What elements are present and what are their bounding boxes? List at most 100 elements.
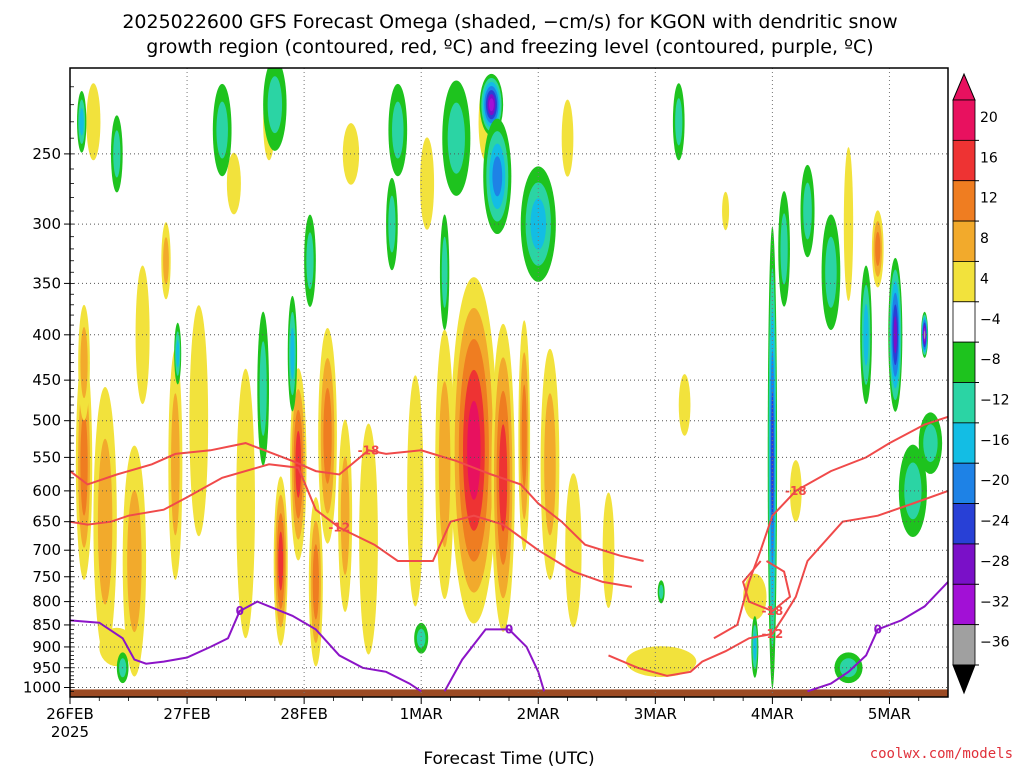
omega-cell <box>416 628 426 648</box>
y-tick-label: 900 <box>32 638 61 656</box>
freezing-contour-label: 0 <box>874 622 882 636</box>
y-tick-label: 1000 <box>23 678 61 696</box>
y-tick-label: 750 <box>32 568 61 586</box>
omega-cell <box>267 76 283 134</box>
freezing-contour <box>443 628 546 692</box>
colorbar-segment <box>952 261 976 303</box>
omega-cell <box>923 330 926 340</box>
x-tick-label: 3MAR <box>634 705 677 723</box>
omega-cell <box>80 327 88 399</box>
omega-cell <box>923 424 938 463</box>
y-tick-label: 300 <box>32 215 61 233</box>
freezing-contour <box>807 581 948 693</box>
omega-cell <box>602 492 615 608</box>
x-tick-label: 27FEB <box>163 705 210 723</box>
y-tick-label: 250 <box>32 145 61 163</box>
colorbar-segment <box>952 624 976 666</box>
x-tick-label: 5MAR <box>868 705 911 723</box>
y-tick-label: 400 <box>32 326 61 344</box>
chart-title-line1: 2025022600 GFS Forecast Omega (shaded, −… <box>122 11 897 33</box>
omega-cell <box>163 237 169 285</box>
plot-area: -12 -18 -12 -18 -18 0 0 0 <box>69 68 948 697</box>
omega-cell <box>290 327 295 380</box>
snow-growth-contour <box>608 489 948 677</box>
ground-strip <box>70 689 948 697</box>
colorbar-label: −4 <box>980 312 1001 328</box>
freezing-contour <box>70 600 422 693</box>
y-tick-label: 700 <box>32 541 61 559</box>
colorbar-label: −24 <box>980 514 1010 530</box>
omega-cell <box>771 391 774 524</box>
colorbar-segment <box>952 220 976 262</box>
colorbar-segment <box>952 139 976 182</box>
omega-cell <box>839 658 858 678</box>
omega-cell <box>544 393 556 536</box>
omega-cell <box>216 101 228 159</box>
x-tick-label: 1MAR <box>400 705 443 723</box>
colorbar-segment <box>952 462 976 504</box>
y-tick-label: 350 <box>32 274 61 292</box>
omega-cell <box>438 381 451 548</box>
colorbar-label: −36 <box>980 635 1010 651</box>
omega-cell <box>875 231 881 267</box>
omega-cell <box>278 531 284 591</box>
x-tick-label: 28FEB <box>280 705 327 723</box>
colorbar-label: 16 <box>980 150 998 166</box>
omega-cell <box>447 102 465 174</box>
credit-text[interactable]: coolwx.com/models <box>870 746 1013 762</box>
y-tick-label: 650 <box>32 513 61 531</box>
x-axis-label: Forecast Time (UTC) <box>423 749 594 768</box>
snow-growth-contour-label: -12 <box>328 521 350 535</box>
omega-cell <box>825 236 837 308</box>
colorbar-label: −20 <box>980 473 1010 489</box>
year-label: 2025 <box>51 723 89 741</box>
colorbar-label: −28 <box>980 554 1010 570</box>
omega-cell <box>127 489 142 633</box>
colorbar-label: 4 <box>980 271 989 287</box>
colorbar-segment <box>952 503 976 545</box>
omega-cell <box>722 191 730 231</box>
omega-cell <box>420 137 435 230</box>
omega-cell <box>259 341 267 436</box>
omega-cell <box>675 98 683 146</box>
omega-cell <box>407 375 424 607</box>
y-tick-label: 950 <box>32 659 61 677</box>
colorbar-label: −8 <box>980 352 1001 368</box>
omega-cell <box>312 544 319 620</box>
snow-growth-contour <box>70 442 644 562</box>
omega-cell <box>171 393 180 536</box>
colorbar-segment <box>952 341 976 383</box>
omega-cell <box>565 473 582 628</box>
freezing-contour-label: 0 <box>236 604 244 618</box>
snow-growth-contour-label: -18 <box>785 484 807 498</box>
omega-cell <box>488 98 494 112</box>
y-tick-label: 550 <box>32 448 61 466</box>
omega-cell <box>678 374 691 436</box>
colorbar-segment <box>952 180 976 222</box>
omega-cell <box>521 384 527 488</box>
snow-growth-contour-label: -18 <box>358 443 380 457</box>
x-tick-label: 26FEB <box>46 705 93 723</box>
colorbar-label: 8 <box>980 231 989 247</box>
omega-cell <box>780 213 788 285</box>
snow-growth-contour-label: -18 <box>762 604 784 618</box>
omega-cell <box>86 83 101 161</box>
omega-cell <box>893 316 898 354</box>
omega-cell <box>561 99 574 177</box>
omega-cell <box>492 156 503 197</box>
omega-cell <box>113 130 121 178</box>
snow-growth-contour <box>713 415 948 640</box>
omega-cell <box>340 456 350 575</box>
omega-cell <box>441 236 448 308</box>
omega-cell <box>388 195 396 253</box>
colorbar-segment <box>952 583 976 626</box>
axes: 250 300 350 400 450 500 550 600 650 700 750 800 850 9… <box>23 67 949 741</box>
omega-cell <box>323 387 332 484</box>
colorbar: 20 16 12 8 4 −4 −8 −12 −16 −20 −24 −28 −32 −36 <box>952 72 1010 695</box>
colorbar-segment <box>952 422 976 464</box>
omega-cell <box>306 232 314 290</box>
chart-title-line2: growth region (contoured, red, ºC) and f… <box>146 36 873 58</box>
omega-cell <box>659 584 664 599</box>
omega-cell <box>80 412 88 516</box>
